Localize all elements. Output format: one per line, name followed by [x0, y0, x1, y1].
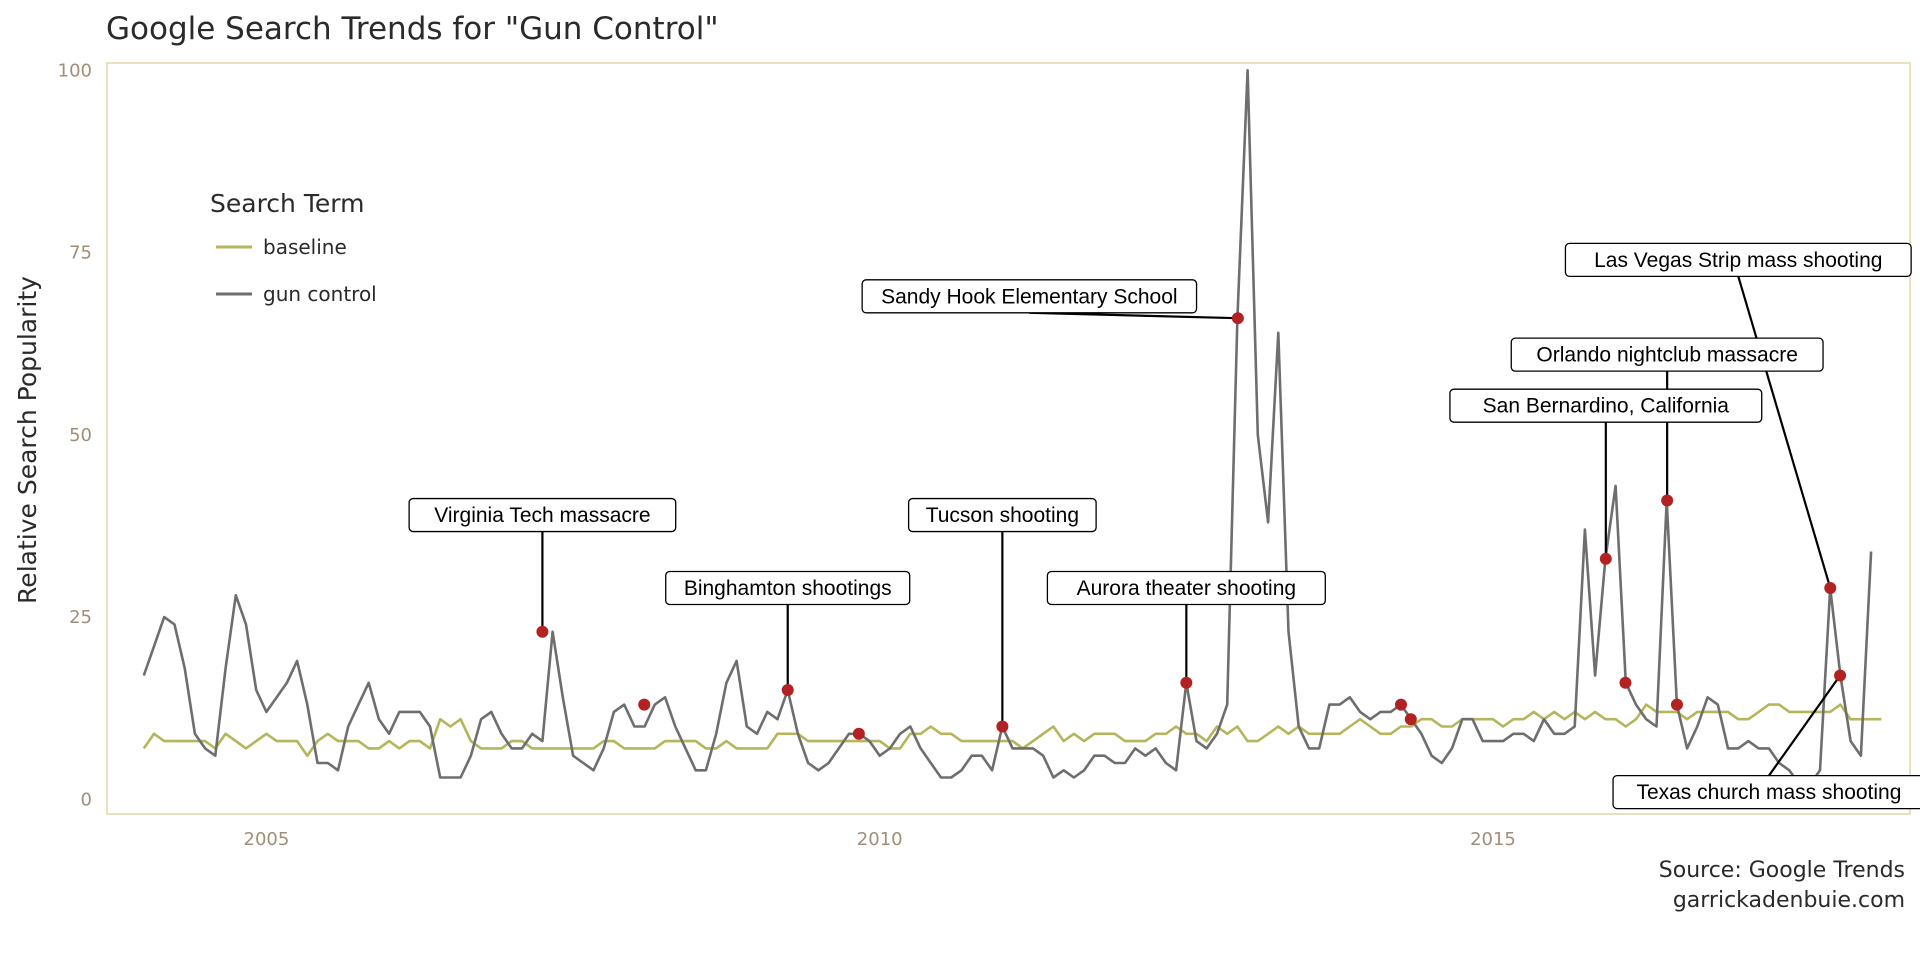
event-point	[781, 684, 794, 697]
annotation-labels: Virginia Tech massacre Binghamton shootin…	[408, 242, 1920, 810]
annotation-label: Tucson shooting	[926, 504, 1079, 527]
annotation-leader	[1768, 674, 1841, 777]
annotation-box	[1046, 570, 1326, 606]
x-tick-label: 2015	[1470, 829, 1516, 850]
annotation-box	[1612, 774, 1920, 810]
y-tick-label: 75	[69, 243, 92, 264]
event-point	[1661, 494, 1674, 507]
annotation-box	[1564, 242, 1912, 278]
legend: Search Term baseline gun control	[210, 189, 377, 306]
event-point	[1619, 676, 1632, 689]
annotation-box	[665, 570, 911, 606]
y-tick-label: 0	[81, 789, 92, 810]
annotation-label: Binghamton shootings	[684, 577, 892, 600]
event-point	[996, 720, 1009, 733]
annotation-box	[1449, 388, 1763, 423]
event-point	[638, 698, 651, 711]
annotation-label: Virginia Tech massacre	[434, 504, 650, 527]
event-point	[1599, 552, 1612, 565]
annotation-label: Sandy Hook Elementary School	[881, 285, 1178, 308]
event-point	[1231, 312, 1244, 325]
y-tick-label: 100	[58, 60, 92, 81]
event-point	[1824, 581, 1837, 594]
caption-source: Source: Google Trends	[1659, 858, 1905, 883]
x-tick-label: 2010	[857, 829, 903, 850]
event-point	[1834, 669, 1847, 682]
y-tick-label: 50	[69, 425, 92, 446]
event-point	[852, 727, 865, 740]
y-axis-ticks: 0 25 50 75 100	[58, 60, 92, 810]
annotation-box	[408, 497, 677, 533]
event-point	[1180, 676, 1193, 689]
legend-label-gun-control: gun control	[263, 282, 377, 306]
event-point	[536, 625, 549, 638]
event-point	[1670, 698, 1683, 711]
x-axis-ticks: 2005 2010 2015	[244, 829, 1516, 850]
annotation-label: Texas church mass shooting	[1636, 781, 1901, 804]
series-line-gun-control	[142, 69, 1873, 787]
annotation-leaders	[541, 276, 1841, 777]
y-axis-title: Relative Search Popularity	[13, 276, 42, 604]
legend-label-baseline: baseline	[263, 235, 347, 259]
legend-title: Search Term	[210, 189, 364, 218]
chart-title: Google Search Trends for "Gun Control"	[106, 11, 719, 47]
annotation-leader	[1029, 311, 1238, 320]
annotation-label: Aurora theater shooting	[1077, 577, 1296, 600]
event-point	[1404, 713, 1417, 726]
annotation-box	[907, 497, 1097, 533]
annotation-label: Orlando nightclub massacre	[1536, 344, 1797, 367]
annotation-leader	[1737, 276, 1832, 589]
annotation-label: San Bernardino, California	[1483, 395, 1730, 418]
x-tick-label: 2005	[244, 829, 290, 850]
series-layer	[142, 69, 1882, 787]
plot-panel-border	[106, 62, 1911, 815]
event-points	[536, 312, 1847, 740]
caption-site: garrickadenbuie.com	[1673, 888, 1905, 913]
annotation-box	[1510, 337, 1824, 372]
annotation-box	[861, 279, 1198, 314]
event-point	[1394, 698, 1407, 711]
annotation-label: Las Vegas Strip mass shooting	[1594, 249, 1882, 272]
y-tick-label: 25	[69, 607, 92, 628]
